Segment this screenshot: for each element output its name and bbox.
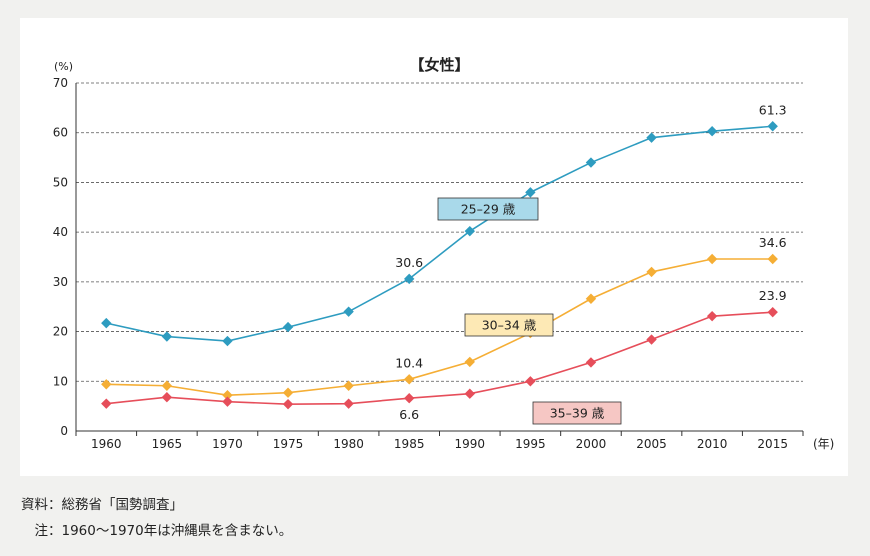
data-point	[585, 293, 597, 304]
data-point	[404, 374, 415, 385]
data-point	[404, 273, 415, 285]
data-point	[161, 331, 173, 342]
x-tick-label: 1980	[333, 437, 364, 451]
series-label-box	[437, 197, 539, 221]
data-point	[767, 253, 778, 265]
chart-title: 【女性】	[409, 56, 469, 74]
data-point	[222, 390, 233, 401]
x-tick-label: 2005	[636, 437, 667, 451]
data-label: 61.3	[759, 102, 787, 117]
data-point	[767, 306, 778, 318]
y-tick-label: 70	[53, 76, 68, 90]
y-axis-unit: (%)	[54, 60, 73, 73]
series-line	[106, 311, 773, 405]
series-label: 35–39 歳	[550, 406, 605, 421]
x-tick-label: 1995	[515, 437, 546, 451]
data-point	[646, 132, 657, 143]
data-point	[525, 376, 536, 387]
data-point	[585, 357, 597, 368]
data-point	[464, 225, 475, 237]
x-tick-label: 1990	[455, 437, 486, 451]
y-tick-label: 30	[53, 275, 68, 289]
x-axis-unit: (年)	[813, 437, 834, 451]
data-point	[706, 310, 718, 322]
x-tick-label: 2010	[697, 437, 728, 451]
y-tick-label: 40	[53, 225, 68, 239]
data-point	[222, 396, 233, 407]
data-point	[646, 266, 657, 278]
data-point	[464, 388, 475, 399]
series-label: 25–29 歳	[461, 202, 516, 217]
data-point	[525, 187, 536, 198]
series-label: 30–34 歳	[482, 318, 537, 333]
data-point	[101, 317, 112, 329]
data-point	[161, 380, 173, 391]
data-point	[646, 334, 657, 345]
data-point	[343, 380, 354, 391]
data-point	[282, 321, 294, 333]
data-point	[282, 387, 294, 398]
data-point	[101, 398, 112, 409]
data-point	[161, 391, 173, 403]
x-tick-label: 1970	[212, 437, 243, 451]
x-tick-label: 2015	[757, 437, 788, 451]
footnote: 注：1960～1970年は沖縄県を含まない。	[21, 523, 293, 539]
series-line	[106, 125, 773, 342]
data-point	[464, 356, 475, 368]
data-point	[101, 379, 112, 390]
x-tick-label: 1965	[152, 437, 183, 451]
data-point	[767, 121, 778, 132]
data-label: 10.4	[395, 355, 423, 370]
y-tick-label: 60	[53, 126, 68, 140]
data-point	[222, 335, 233, 347]
x-tick-label: 1960	[91, 437, 122, 451]
source-note: 資料：総務省「国勢調査」	[21, 497, 183, 513]
data-point	[282, 398, 294, 410]
y-tick-label: 20	[53, 325, 68, 339]
data-label: 23.9	[759, 288, 787, 303]
data-point	[706, 126, 718, 137]
data-point	[404, 392, 415, 404]
data-point	[343, 398, 354, 409]
series-label-box	[464, 313, 554, 337]
x-tick-label: 2000	[576, 437, 607, 451]
y-tick-label: 10	[53, 374, 68, 388]
data-label: 6.6	[399, 407, 419, 422]
x-tick-label: 1975	[273, 437, 304, 451]
line-chart: 【女性】 (%) 0 10 20 30 40 50 60 70 1960 1965 1970 1975 19…	[53, 56, 835, 451]
y-tick-label: 50	[53, 175, 68, 189]
series-label-box	[532, 401, 622, 425]
series-line	[106, 258, 773, 397]
y-tick-label: 0	[60, 424, 68, 438]
x-tick-label: 1985	[394, 437, 425, 451]
data-point	[706, 253, 718, 265]
data-label: 30.6	[395, 255, 423, 270]
data-point	[585, 157, 597, 168]
data-point	[343, 306, 354, 317]
data-label: 34.6	[759, 235, 787, 250]
chart-panel: 【女性】 (%) 0 10 20 30 40 50 60 70 1960 1965 1970 1975 19…	[20, 18, 848, 476]
